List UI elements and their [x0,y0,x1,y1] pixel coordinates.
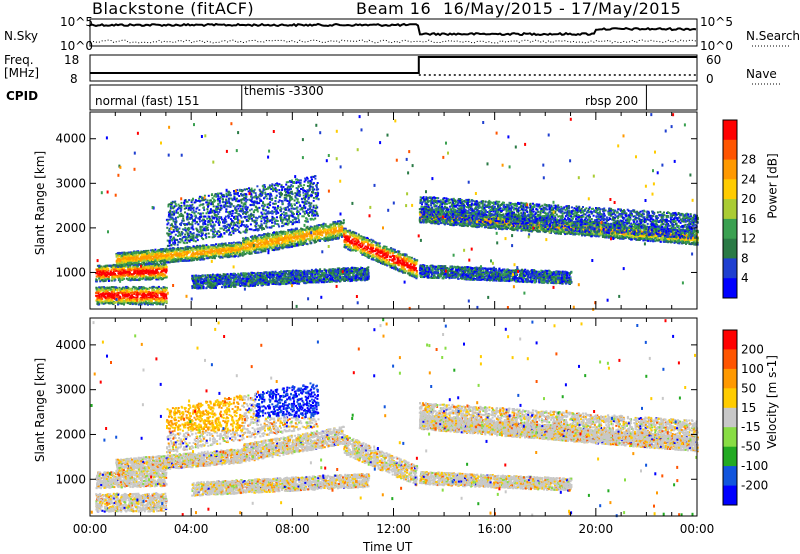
nsearch-trace [90,40,696,43]
freq-panel-frame [90,55,697,81]
power-colorbar-tick-1: 8 [741,251,749,265]
velocity-colorbar-tick-0: 200 [741,342,764,356]
power-colorbar-swatch [723,120,737,140]
velocity-colorbar-swatch [723,408,737,428]
x-tick-label-1: 04:00 [174,522,209,536]
velocity-colorbar-tick-3: 15 [741,401,756,415]
power-colorbar-tick-6: 28 [741,153,756,167]
velocity-colorbar-swatch [723,447,737,467]
velocity-colorbar-swatch [723,388,737,408]
velocity-ytick-label-3000: 3000 [55,383,86,397]
power-colorbar-tick-3: 16 [741,212,756,226]
velocity-colorbar-label: Velocity [m s-1] [766,355,778,449]
power-ytick-label-1000: 1000 [55,265,86,279]
velocity-ylabel: Slant Range [km] [34,358,46,462]
cpid-panel-frame [90,85,697,110]
velocity-scatter [91,318,699,517]
power-colorbar-swatch [723,258,737,278]
power-colorbar-swatch [723,239,737,259]
power-colorbar-swatch [723,278,737,298]
power-colorbar-label: Power [dB] [767,153,779,218]
x-tick-label-4: 16:00 [477,522,512,536]
x-tick-label-3: 12:00 [376,522,411,536]
power-colorbar-tick-4: 20 [741,192,756,206]
x-tick-label-2: 08:00 [275,522,310,536]
velocity-colorbar-swatch [723,369,737,389]
x-tick-label-5: 20:00 [579,522,614,536]
power-colorbar-swatch [723,160,737,180]
x-axis-label: Time UT [363,541,412,553]
nsky-trace [90,24,696,35]
power-ytick-label-4000: 4000 [55,132,86,146]
power-colorbar-swatch [723,219,737,239]
power-colorbar-tick-2: 12 [741,232,756,246]
velocity-colorbar-tick-2: 50 [741,381,756,395]
power-colorbar-tick-5: 24 [741,172,756,186]
freq-trace [90,57,697,73]
x-tick-label-0: 00:00 [73,522,108,536]
velocity-colorbar-swatch [723,330,737,350]
power-colorbar-tick-0: 4 [741,271,749,285]
velocity-ytick-label-1000: 1000 [55,472,86,486]
power-ytick-label-3000: 3000 [55,176,86,190]
power-colorbar-swatch [723,140,737,160]
velocity-colorbar-swatch [723,486,737,506]
power-ylabel: Slant Range [km] [34,151,46,255]
velocity-ytick-label-2000: 2000 [55,427,86,441]
velocity-ytick-label-4000: 4000 [55,338,86,352]
power-colorbar-swatch [723,199,737,219]
velocity-colorbar-tick-6: -100 [741,459,768,473]
nsky-panel-frame [90,19,697,46]
power-ytick-label-2000: 2000 [55,221,86,235]
velocity-colorbar-tick-4: -15 [741,420,761,434]
velocity-colorbar-tick-1: 100 [741,362,764,376]
velocity-colorbar-tick-7: -200 [741,479,768,493]
velocity-colorbar-swatch [723,466,737,486]
power-colorbar-swatch [723,179,737,199]
velocity-colorbar-tick-5: -50 [741,440,761,454]
x-tick-label-6: 00:00 [680,522,715,536]
power-scatter [95,113,699,311]
velocity-colorbar-swatch [723,427,737,447]
velocity-colorbar-swatch [723,349,737,369]
